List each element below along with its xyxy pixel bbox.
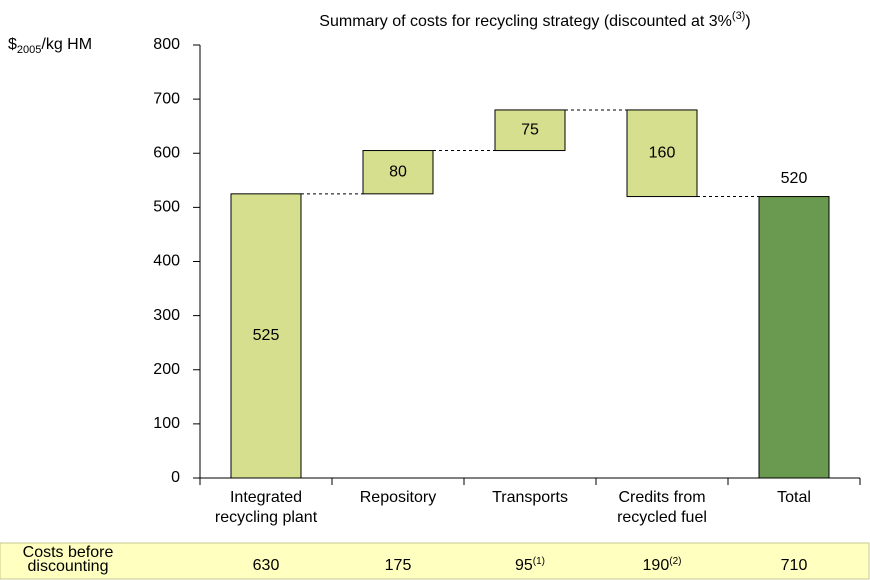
table-note: (2) bbox=[669, 556, 681, 567]
table-label: discounting bbox=[28, 558, 109, 575]
x-tick-label: Repository bbox=[360, 489, 436, 506]
x-tick-label: Credits from bbox=[618, 489, 705, 506]
bar bbox=[626, 109, 698, 198]
y-tick-label: 300 bbox=[153, 307, 180, 324]
y-tick-label: 600 bbox=[153, 144, 180, 161]
data-label: 75 bbox=[521, 121, 539, 138]
table-note: (1) bbox=[533, 556, 545, 567]
y-tick-label: 800 bbox=[153, 36, 180, 53]
table-band bbox=[0, 542, 870, 580]
data-label: 80 bbox=[389, 163, 407, 180]
table-number: 630 bbox=[253, 557, 280, 574]
y-tick-label: 100 bbox=[153, 415, 180, 432]
table-label: Costs before bbox=[23, 544, 114, 561]
table-value: 190(2) bbox=[643, 556, 682, 575]
x-tick-label: Total bbox=[777, 489, 811, 506]
data-label: 520 bbox=[781, 170, 808, 187]
y-label-text: /kg HM bbox=[41, 36, 92, 53]
bar bbox=[758, 196, 830, 479]
bar bbox=[362, 150, 434, 195]
y-tick-label: 200 bbox=[153, 361, 180, 378]
table-number: 710 bbox=[781, 557, 808, 574]
y-axis-label: $2005/kg HM bbox=[8, 36, 92, 56]
y-label-text: $ bbox=[8, 36, 17, 53]
title-text: ) bbox=[745, 13, 750, 30]
data-label: 525 bbox=[253, 327, 280, 344]
y-tick-label: 0 bbox=[171, 469, 180, 486]
title-sup: (3) bbox=[732, 10, 745, 22]
table-number: 190 bbox=[643, 557, 670, 574]
table-value: 710 bbox=[781, 557, 808, 574]
table-value: 175 bbox=[385, 557, 412, 574]
x-tick-label: Transports bbox=[492, 489, 568, 506]
title-text: Summary of costs for recycling strategy … bbox=[319, 13, 732, 30]
y-tick-label: 500 bbox=[153, 199, 180, 216]
bar bbox=[494, 109, 566, 152]
y-tick-label: 700 bbox=[153, 90, 180, 107]
x-tick-label: Integrated bbox=[230, 489, 302, 506]
table-value: 630 bbox=[253, 557, 280, 574]
x-tick-label: recycled fuel bbox=[617, 509, 707, 526]
y-label-sub: 2005 bbox=[17, 44, 41, 56]
data-label: 160 bbox=[649, 144, 676, 161]
bar bbox=[230, 193, 302, 479]
y-tick-label: 400 bbox=[153, 253, 180, 270]
table-number: 95 bbox=[515, 557, 533, 574]
table-value: 95(1) bbox=[515, 556, 545, 575]
chart-title: Summary of costs for recycling strategy … bbox=[319, 10, 750, 30]
table-number: 175 bbox=[385, 557, 412, 574]
x-tick-label: recycling plant bbox=[215, 509, 318, 526]
